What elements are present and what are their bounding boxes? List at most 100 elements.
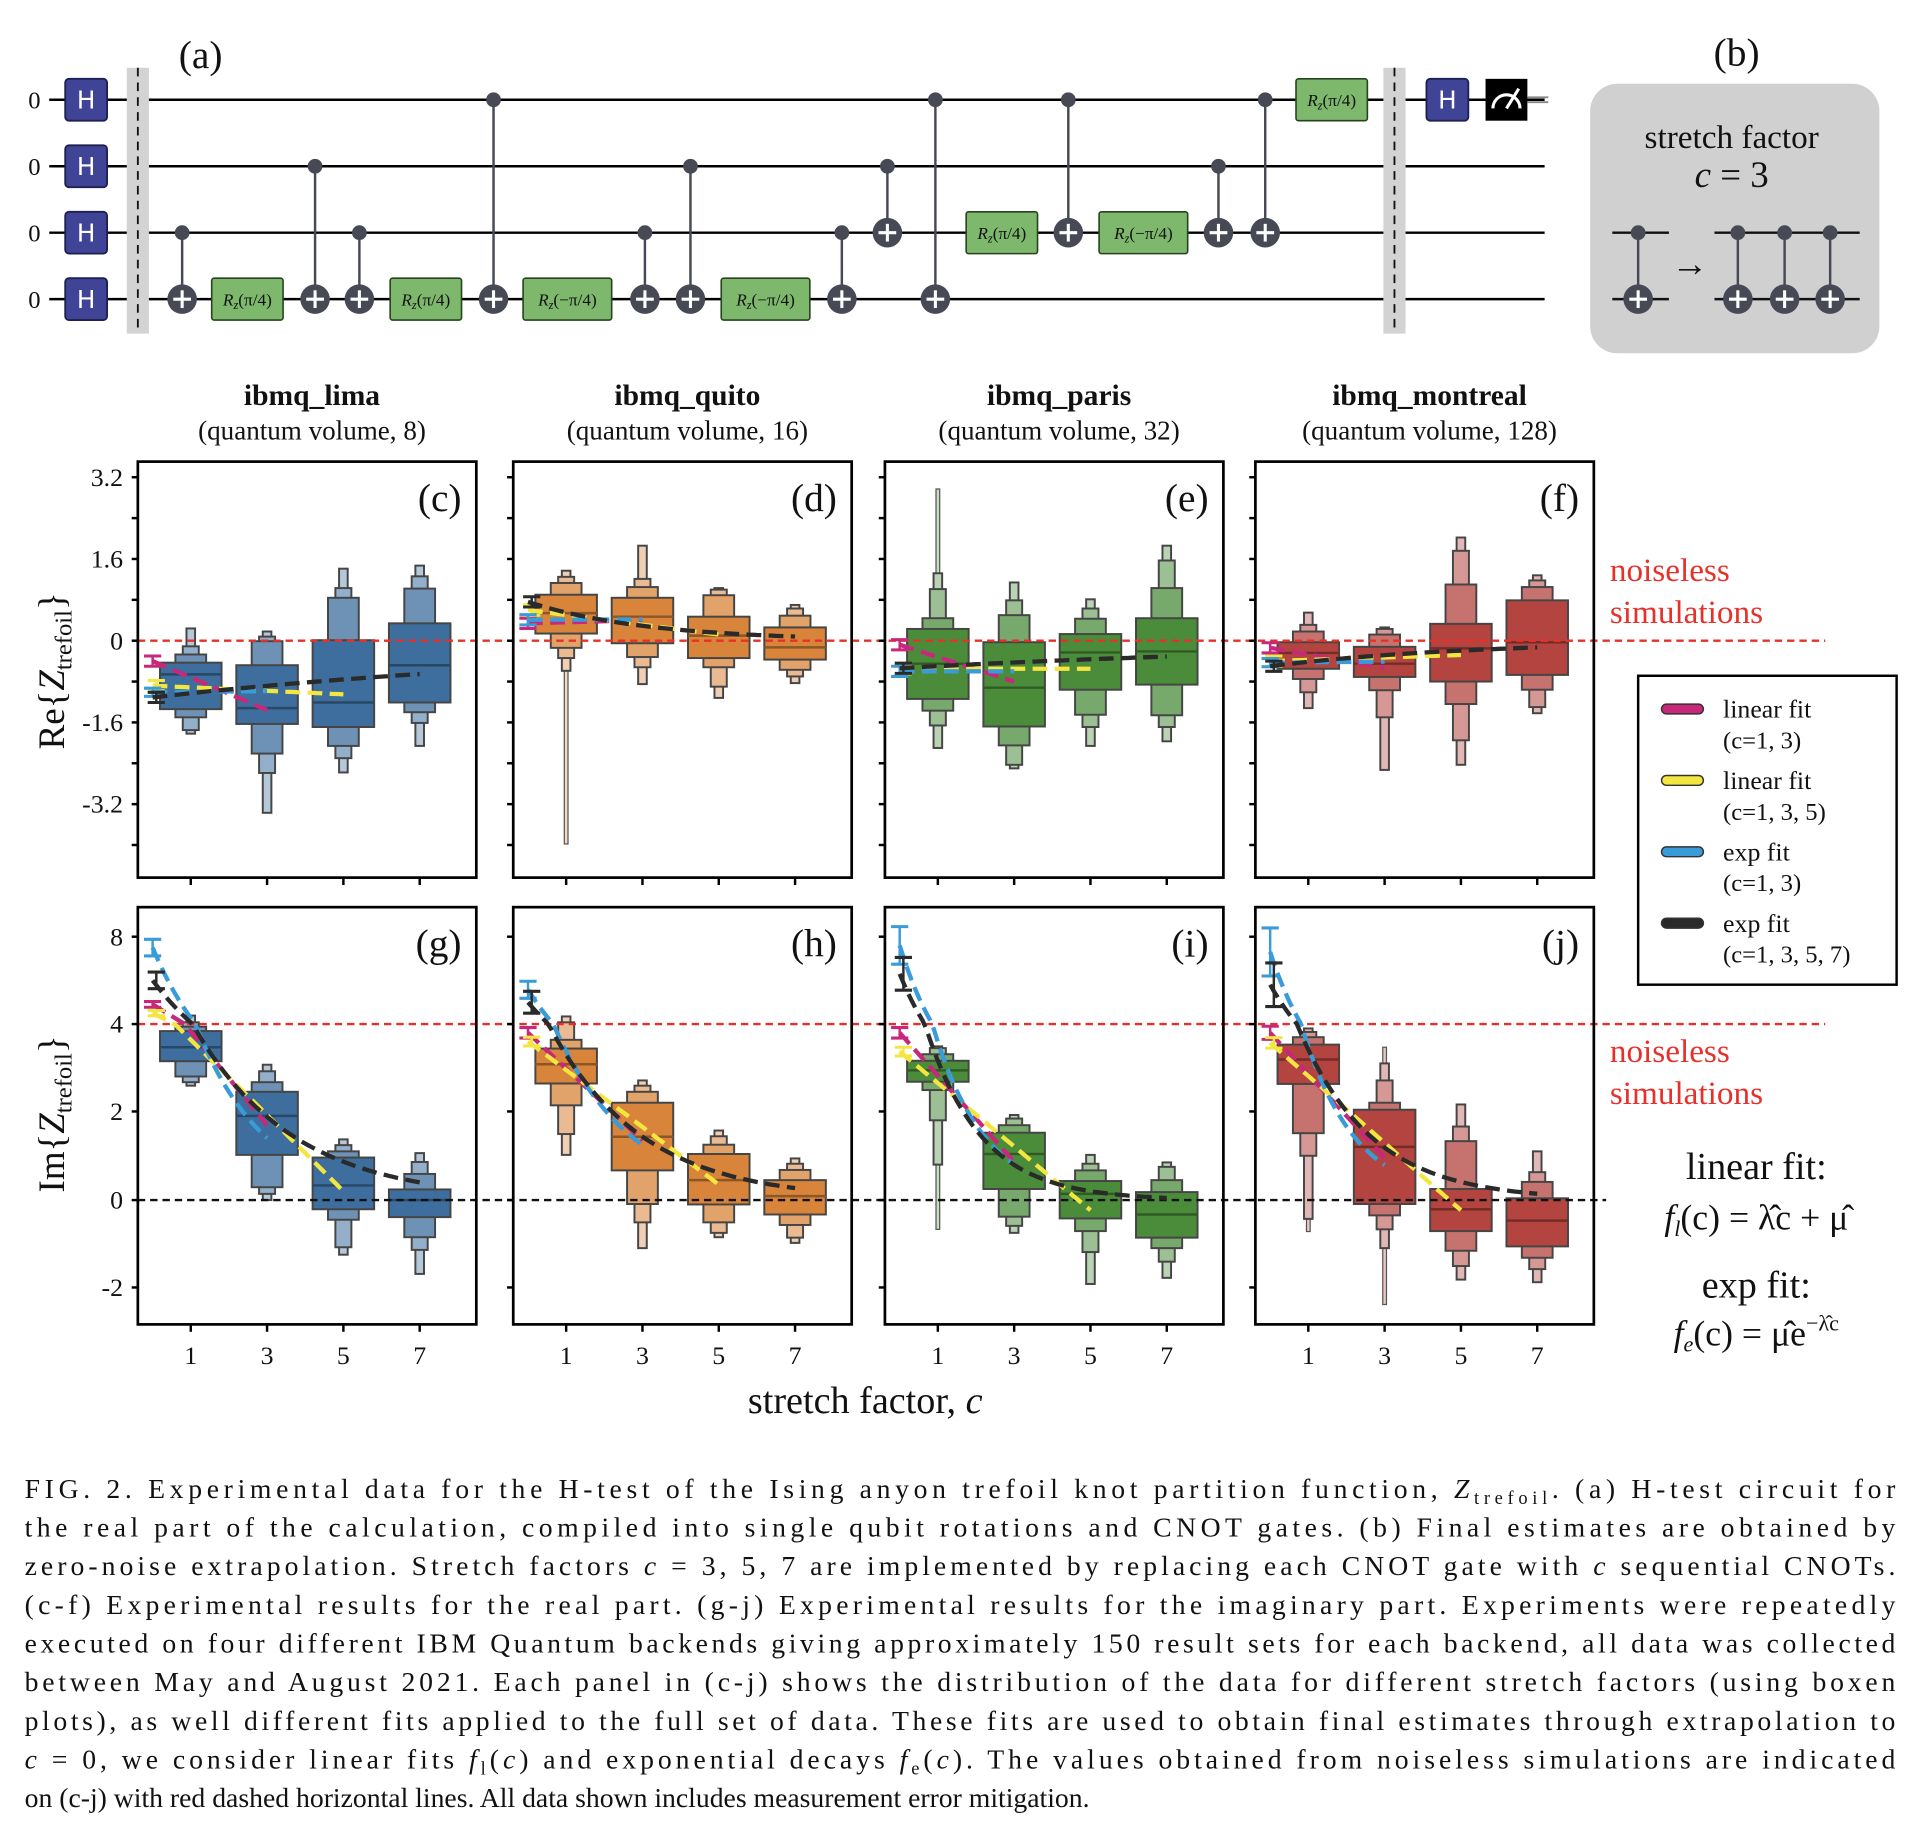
meter-needle-icon xyxy=(1505,87,1521,110)
rz-label: Rz(−π/4) xyxy=(735,290,795,312)
error-bar xyxy=(1265,1036,1283,1050)
rz-angle: (π/4) xyxy=(993,224,1027,243)
panel-label-a: (a) xyxy=(179,33,223,77)
initial-state-label: 0 xyxy=(28,154,40,181)
measure-box xyxy=(1485,78,1528,121)
panel-label: (f) xyxy=(1540,476,1579,520)
boxen-level-0 xyxy=(1505,1197,1569,1248)
rz-symbol: R xyxy=(1113,224,1125,243)
panel-label: (e) xyxy=(1165,476,1209,520)
caption-line: plots), as well different fits applied t… xyxy=(25,1705,1896,1736)
y-label-symbol: Z xyxy=(31,670,72,691)
fit-layer: (d) xyxy=(507,460,854,886)
y-label-symbol: Z xyxy=(31,1113,72,1134)
legend-label: linear fit xyxy=(1723,766,1812,795)
rz-box xyxy=(522,277,613,321)
backend-subtitle: (quantum volume, 8) xyxy=(198,415,426,445)
boxen-c3 xyxy=(1352,626,1417,771)
boxen-c1 xyxy=(1276,611,1341,710)
cnot-control-dot xyxy=(834,225,850,241)
chart-panel-c xyxy=(159,564,452,814)
boxen-c5 xyxy=(1429,1103,1493,1281)
rz-label: Rz(π/4) xyxy=(400,290,450,312)
boxen-level-0 xyxy=(235,664,299,725)
boxen-c7 xyxy=(387,564,452,747)
noiseless-annotation: simulations xyxy=(1610,1075,1763,1112)
legend-item: linear fit (c=1, 3) xyxy=(1660,695,1812,754)
cnot-gate xyxy=(1769,225,1800,314)
fit-layer: (h) 1 3 5 7 xyxy=(507,905,854,1370)
legend-item: exp fit (c=1, 3) xyxy=(1660,837,1801,897)
boxen-level-0 xyxy=(387,622,452,704)
boxen-level-0 xyxy=(387,1188,452,1219)
rz-gate: Rz(π/4) xyxy=(1295,78,1369,122)
linear-fit-title: linear fit: xyxy=(1686,1146,1827,1188)
initial-state-label: 0 xyxy=(28,287,40,314)
backend-title: ibmq_paris xyxy=(987,380,1131,412)
boxen-c3 xyxy=(982,581,1046,770)
y-label-sub: trefoil xyxy=(50,610,77,670)
boxen-c5 xyxy=(687,587,751,699)
caption-segment: c xyxy=(503,1743,515,1774)
cnot-gate xyxy=(920,92,951,314)
equation-value: = 3 xyxy=(1711,154,1769,195)
x-tick-label: 1 xyxy=(184,1341,197,1370)
caption-segment: sequential CNOTs. xyxy=(1610,1550,1896,1581)
error-bar xyxy=(1265,961,1283,1009)
y-label-suffix: } xyxy=(31,1035,72,1053)
fit-curve-exp xyxy=(150,979,421,1185)
x-tick-label: 5 xyxy=(1454,1341,1467,1370)
fit-curve-exp xyxy=(526,988,644,1147)
caption-segment: ). The values obtained from noiseless si… xyxy=(953,1743,1896,1774)
rz-subscript: z xyxy=(746,298,752,312)
boxen-level-0 xyxy=(1276,641,1341,670)
cnot-gate xyxy=(827,225,857,314)
caption-segment: executed on four different IBM Quantum b… xyxy=(25,1628,1896,1659)
panel-label: (i) xyxy=(1171,921,1208,965)
cnot-control-dot xyxy=(1777,225,1792,241)
fit-layer: (f) xyxy=(1249,460,1596,886)
caption-segment: the real part of the calculation, compil… xyxy=(25,1512,1896,1543)
y-tick-label: -1.6 xyxy=(82,708,123,737)
fit-layer: (i) 1 3 5 7 xyxy=(878,905,1225,1370)
fit-curve-exp xyxy=(1270,659,1385,665)
fit-curve-linear xyxy=(1268,1041,1463,1212)
rz-symbol: R xyxy=(222,290,234,309)
panel-label: (g) xyxy=(416,921,462,965)
cnot-control-dot xyxy=(880,158,895,174)
hadamard-gate: H xyxy=(1425,77,1470,122)
hadamard-label: H xyxy=(77,218,96,247)
fit-curve-linear xyxy=(526,1039,721,1187)
rz-label: Rz(π/4) xyxy=(976,224,1026,246)
x-tick-label: 5 xyxy=(712,1341,725,1370)
boxen-c7 xyxy=(1135,1161,1199,1279)
caption-segment: ( xyxy=(923,1743,932,1774)
fit-curve-linear xyxy=(1268,1031,1387,1160)
fit-curve-linear xyxy=(151,1002,269,1127)
boxen-c3 xyxy=(610,1079,675,1250)
formula-sup: −λ̂c xyxy=(1806,1311,1839,1336)
boxen-c5 xyxy=(311,567,376,774)
legend-detail: (c=1, 3) xyxy=(1723,870,1801,897)
panel-label: (j) xyxy=(1542,921,1579,965)
x-tick-label: 5 xyxy=(1084,1341,1097,1370)
stretch-equation: c = 3 xyxy=(1695,154,1769,195)
x-tick-label: 1 xyxy=(560,1341,573,1370)
formula-rest: (c) = λ̂c + μ̂ xyxy=(1680,1198,1854,1238)
cnot-gate xyxy=(1623,225,1653,314)
caption-segment: trefoil xyxy=(1474,1488,1547,1508)
caption-segment: = 0, we consider linear fits xyxy=(41,1743,465,1774)
cnot-gate xyxy=(300,158,330,314)
chart-panel-f xyxy=(1276,536,1569,771)
y-tick-label: 0 xyxy=(110,626,123,655)
legend-item: exp fit (c=1, 3, 5, 7) xyxy=(1660,909,1850,969)
panel-frame xyxy=(136,460,478,879)
panel-label: (h) xyxy=(791,921,837,965)
cnot-gate xyxy=(630,225,660,314)
y-tick-label: -3.2 xyxy=(82,790,123,819)
x-tick-label: 1 xyxy=(931,1341,944,1370)
stretch-title: stretch factor xyxy=(1645,119,1819,156)
hadamard-label: H xyxy=(77,152,96,181)
